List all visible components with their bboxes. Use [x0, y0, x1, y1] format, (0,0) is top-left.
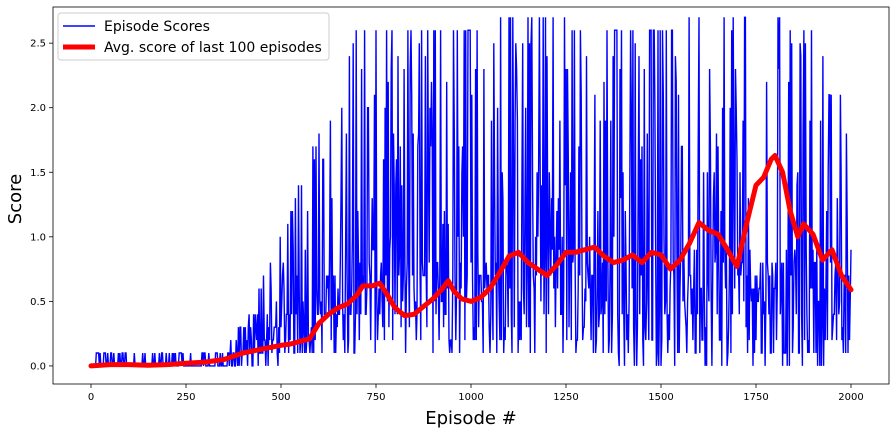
x-tick-label: 1750: [743, 392, 768, 403]
x-tick-label: 1500: [648, 392, 673, 403]
y-tick-label: 1.5: [30, 168, 46, 179]
plot-area: [88, 16, 854, 369]
legend: Episode Scores Avg. score of last 100 ep…: [57, 12, 330, 61]
legend-box: [57, 12, 330, 61]
y-tick-label: 2.5: [30, 39, 46, 50]
legend-label-episode-scores: Episode Scores: [104, 19, 210, 35]
y-axis-label: Score: [5, 174, 26, 224]
x-tick-label: 250: [176, 392, 195, 403]
y-tick-label: 0.0: [30, 361, 46, 372]
x-tick-label: 2000: [838, 392, 863, 403]
axes: 0 250 500 750 1000 1250 1500 1750 2000 0.0 0.5 1.0 1…: [30, 6, 890, 403]
y-tick-label: 2.0: [30, 103, 46, 114]
series-avg-score-line: [88, 153, 854, 369]
x-axis-label: Episode #: [425, 408, 517, 429]
x-tick-label: 500: [271, 392, 290, 403]
x-tick-label: 1250: [553, 392, 578, 403]
y-tick-label: 0.5: [30, 297, 46, 308]
x-tick-label: 0: [88, 392, 94, 403]
x-tick-label: 1000: [458, 392, 483, 403]
y-tick-label: 1.0: [30, 232, 46, 243]
legend-label-avg-score: Avg. score of last 100 episodes: [104, 40, 322, 56]
x-tick-label: 750: [366, 392, 385, 403]
